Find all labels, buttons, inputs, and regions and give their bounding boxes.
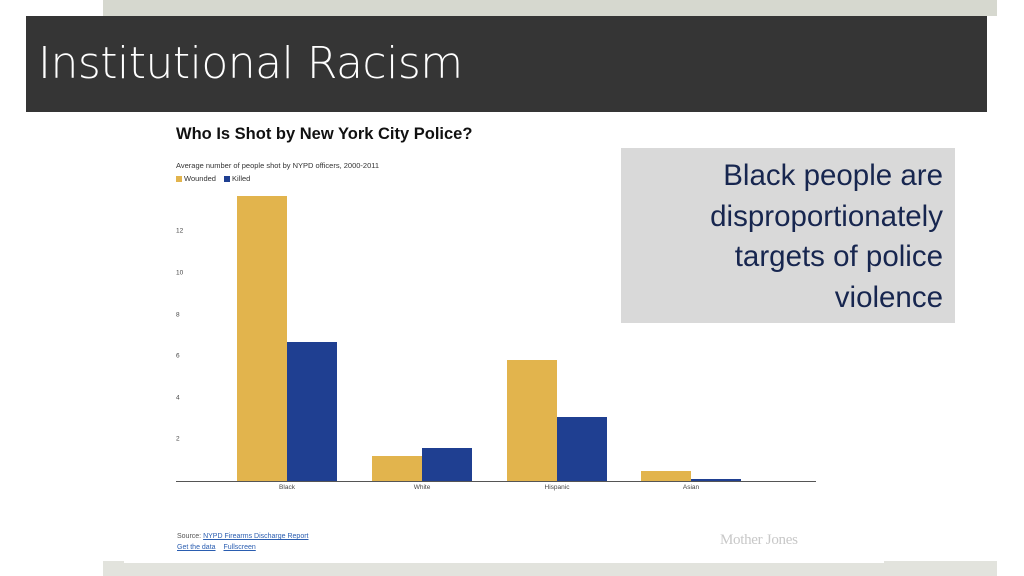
title-bar: Institutional Racism bbox=[26, 16, 987, 112]
bottom-decorative-band bbox=[103, 561, 997, 576]
slide-title: Institutional Racism bbox=[38, 38, 463, 89]
legend-item-wounded: Wounded bbox=[176, 174, 216, 183]
y-tick-label: 12 bbox=[176, 227, 184, 235]
mother-jones-logo: Mother Jones bbox=[720, 532, 798, 548]
y-tick-label: 10 bbox=[176, 269, 184, 277]
chart-subtitle: Average number of people shot by NYPD of… bbox=[176, 161, 380, 170]
y-tick-label: 2 bbox=[176, 435, 180, 443]
callout-text: Black people are disproportionately targ… bbox=[710, 159, 943, 314]
legend-item-killed: Killed bbox=[223, 174, 251, 183]
y-tick-label: 6 bbox=[176, 352, 180, 360]
x-axis-label: White bbox=[413, 484, 431, 491]
bottom-band-highlight bbox=[124, 561, 884, 563]
source-prefix: Source: bbox=[177, 533, 202, 540]
y-tick-label: 8 bbox=[176, 311, 180, 319]
bar-hispanic-wounded bbox=[507, 360, 557, 481]
bar-white-killed bbox=[422, 447, 472, 481]
y-tick-label: 4 bbox=[176, 394, 180, 402]
bar-black-killed bbox=[287, 341, 337, 481]
legend-label-wounded: Wounded bbox=[184, 174, 216, 183]
callout-box: Black people are disproportionately targ… bbox=[621, 148, 955, 323]
source-link[interactable]: NYPD Firearms Discharge Report bbox=[203, 533, 309, 540]
x-axis-label: Hispanic bbox=[544, 484, 570, 491]
chart-legend: Wounded Killed bbox=[176, 174, 254, 183]
legend-swatch-wounded bbox=[176, 175, 182, 182]
bar-asian-killed bbox=[691, 478, 741, 481]
fullscreen-link[interactable]: Fullscreen bbox=[223, 544, 256, 551]
bar-asian-wounded bbox=[641, 470, 691, 481]
bar-black-wounded bbox=[237, 196, 287, 481]
get-data-link[interactable]: Get the data bbox=[177, 544, 216, 551]
bar-chart-plot: 2 4 6 8 10 12 Black White Hispanic Asian bbox=[176, 180, 816, 491]
legend-label-killed: Killed bbox=[231, 174, 251, 183]
chart-title: Who Is Shot by New York City Police? bbox=[176, 125, 473, 143]
chart-links: Get the data Fullscreen bbox=[177, 544, 262, 551]
x-axis-line bbox=[176, 481, 816, 482]
x-axis-label: Black bbox=[279, 484, 295, 491]
x-axis-label: Asian bbox=[682, 484, 700, 491]
legend-swatch-killed bbox=[223, 175, 230, 182]
bar-white-wounded bbox=[372, 456, 422, 481]
top-decorative-band bbox=[103, 0, 997, 16]
chart-source: Source: NYPD Firearms Discharge Report bbox=[177, 533, 309, 540]
bar-hispanic-killed bbox=[557, 416, 607, 481]
